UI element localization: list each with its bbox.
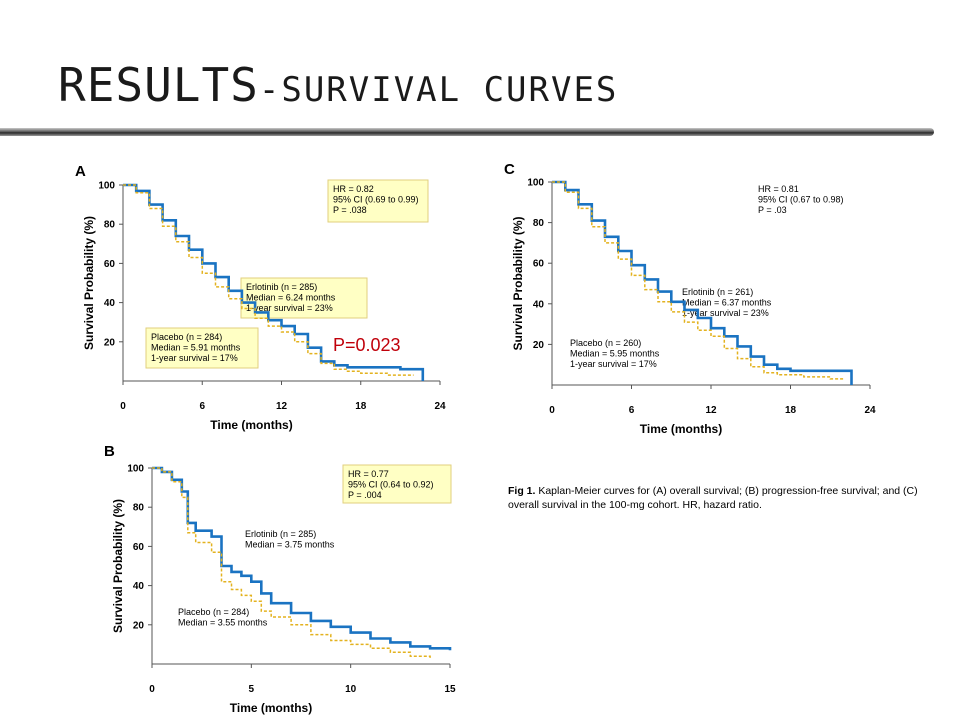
curve-placebo bbox=[152, 467, 431, 659]
x-tick-label: 12 bbox=[276, 401, 288, 412]
y-tick-label: 40 bbox=[133, 581, 145, 592]
annotation-box-stats bbox=[342, 464, 452, 504]
y-tick-label: 100 bbox=[527, 178, 544, 189]
y-tick-label: 80 bbox=[133, 503, 145, 514]
chart-panel-a: A 20 40 60 80 100 0 6 12 18 24 Time (months) Surviva… bbox=[75, 163, 446, 432]
y-tick-label: 80 bbox=[104, 220, 116, 231]
annotation-placebo-line: Placebo (n = 284) bbox=[151, 332, 222, 342]
y-tick-label: 20 bbox=[104, 337, 116, 348]
x-tick-label: 5 bbox=[249, 684, 255, 695]
panel-label-b: B bbox=[104, 443, 115, 460]
panel-label-a: A bbox=[75, 163, 86, 180]
caption-label: Fig 1. bbox=[508, 485, 536, 497]
annotation-stats-line: HR = 0.82 bbox=[333, 184, 374, 194]
annotation-box-placebo bbox=[145, 327, 259, 369]
annotation-erlotinib-line: Median = 6.37 months bbox=[682, 298, 772, 308]
slide-title: RESULTS-SURVIVAL CURVES bbox=[58, 62, 618, 108]
annotation-box-stats bbox=[327, 179, 429, 223]
annotation-erlotinib-line: Median = 3.75 months bbox=[245, 540, 335, 550]
x-axis-title: Time (months) bbox=[230, 701, 312, 715]
y-tick-label: 100 bbox=[98, 181, 115, 192]
x-tick-label: 0 bbox=[120, 401, 126, 412]
title-divider bbox=[0, 128, 934, 136]
annotation-stats-line: P = .038 bbox=[333, 205, 367, 215]
y-axis-title: Survival Probability (%) bbox=[511, 216, 525, 350]
y-tick-label: 80 bbox=[533, 218, 545, 229]
x-tick-label: 0 bbox=[149, 684, 155, 695]
annotation-stats-line: 95% CI (0.69 to 0.99) bbox=[333, 195, 419, 205]
annotation-placebo-line: Median = 5.95 months bbox=[570, 349, 660, 359]
curve-placebo bbox=[123, 184, 414, 376]
annotation-placebo-line: Placebo (n = 260) bbox=[570, 338, 641, 348]
annotation-erlotinib-line: Median = 6.24 months bbox=[246, 293, 336, 303]
annotation-stats-line: HR = 0.77 bbox=[348, 469, 389, 479]
annotation-erlotinib-line: Erlotinib (n = 261) bbox=[682, 287, 753, 297]
annotation-placebo-line: 1-year survival = 17% bbox=[151, 353, 238, 363]
annotation-placebo-line: Median = 5.91 months bbox=[151, 343, 241, 353]
x-tick-label: 18 bbox=[785, 405, 797, 416]
slide-title-main: RESULTS bbox=[58, 58, 259, 112]
x-axis-title: Time (months) bbox=[640, 422, 722, 436]
curve-erlotinib bbox=[152, 466, 452, 651]
annotation-placebo-line: 1-year survival = 17% bbox=[570, 359, 657, 369]
chart-panel-c: C 20 40 60 80 100 0 6 12 18 24 Time (months) Surviva… bbox=[504, 161, 876, 436]
annotation-stats-line: 95% CI (0.67 to 0.98) bbox=[758, 195, 844, 205]
annotation-erlotinib-line: 1-year survival = 23% bbox=[246, 303, 333, 313]
p-value-note: P=0.023 bbox=[333, 335, 401, 355]
x-tick-label: 12 bbox=[705, 405, 717, 416]
y-tick-label: 40 bbox=[104, 298, 116, 309]
curve-placebo bbox=[552, 181, 844, 380]
y-tick-label: 20 bbox=[533, 340, 545, 351]
annotation-erlotinib-line: Erlotinib (n = 285) bbox=[246, 282, 317, 292]
y-axis-title: Survival Probability (%) bbox=[111, 499, 125, 633]
x-tick-label: 6 bbox=[629, 405, 635, 416]
x-tick-label: 15 bbox=[444, 684, 456, 695]
y-tick-label: 60 bbox=[133, 542, 145, 553]
x-tick-label: 24 bbox=[434, 401, 446, 412]
x-tick-label: 24 bbox=[864, 405, 876, 416]
annotation-stats-line: P = .004 bbox=[348, 490, 382, 500]
x-axis-title: Time (months) bbox=[210, 418, 292, 432]
y-tick-label: 60 bbox=[533, 259, 545, 270]
y-tick-label: 20 bbox=[133, 620, 145, 631]
y-tick-label: 40 bbox=[533, 299, 545, 310]
curve-erlotinib bbox=[552, 180, 853, 385]
curve-erlotinib bbox=[123, 183, 425, 381]
y-axis-title: Survival Probability (%) bbox=[82, 216, 96, 350]
x-tick-label: 0 bbox=[549, 405, 555, 416]
y-tick-label: 60 bbox=[104, 259, 116, 270]
x-tick-label: 10 bbox=[345, 684, 357, 695]
annotation-erlotinib-line: 1-year survival = 23% bbox=[682, 308, 769, 318]
x-tick-label: 6 bbox=[199, 401, 205, 412]
annotation-stats-line: HR = 0.81 bbox=[758, 184, 799, 194]
panel-label-c: C bbox=[504, 161, 515, 178]
x-tick-label: 18 bbox=[355, 401, 367, 412]
annotation-box-erlotinib bbox=[240, 277, 368, 319]
slide-title-sub: -SURVIVAL CURVES bbox=[258, 70, 619, 110]
chart-panel-b: B 20 40 60 80 100 0 5 10 15 Time (months) Survival … bbox=[104, 443, 456, 715]
annotation-placebo-line: Median = 3.55 months bbox=[178, 618, 268, 628]
annotation-erlotinib-line: Erlotinib (n = 285) bbox=[245, 529, 316, 539]
annotation-stats-line: P = .03 bbox=[758, 205, 787, 215]
annotation-stats-line: 95% CI (0.64 to 0.92) bbox=[348, 480, 434, 490]
caption-text: Kaplan-Meier curves for (A) overall surv… bbox=[508, 485, 918, 511]
annotation-placebo-line: Placebo (n = 284) bbox=[178, 607, 249, 617]
y-tick-label: 100 bbox=[127, 464, 144, 475]
figure-caption: Fig 1. Kaplan-Meier curves for (A) overa… bbox=[508, 484, 933, 512]
